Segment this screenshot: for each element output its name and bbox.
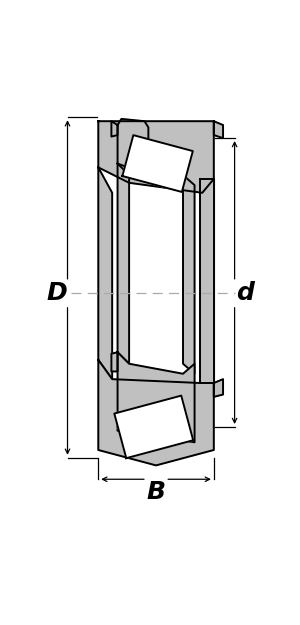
Text: B: B: [147, 479, 166, 504]
Text: D: D: [46, 281, 67, 305]
Polygon shape: [114, 396, 193, 458]
Polygon shape: [118, 352, 195, 442]
Polygon shape: [200, 179, 214, 383]
Polygon shape: [118, 164, 129, 364]
Polygon shape: [98, 121, 214, 192]
Polygon shape: [214, 379, 223, 397]
Polygon shape: [183, 175, 195, 374]
Polygon shape: [118, 119, 148, 175]
Polygon shape: [214, 121, 223, 138]
Polygon shape: [122, 135, 193, 192]
Polygon shape: [111, 121, 118, 137]
Polygon shape: [111, 352, 118, 371]
Polygon shape: [98, 168, 112, 379]
Text: d: d: [236, 281, 254, 305]
Polygon shape: [98, 360, 214, 466]
